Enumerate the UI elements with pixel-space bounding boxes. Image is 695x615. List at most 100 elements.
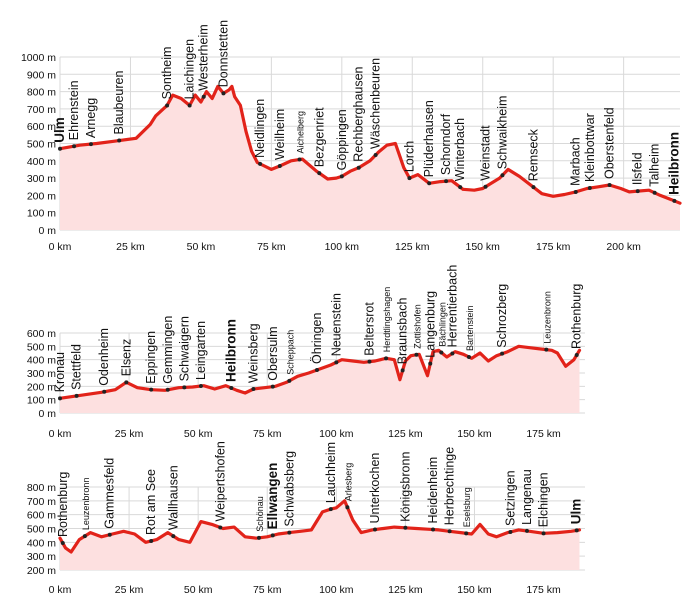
town-marker <box>107 532 112 537</box>
town-label: Kleinbottwar <box>583 113 597 182</box>
x-tick-label: 200 km <box>606 241 641 253</box>
town-label: Elchingen <box>537 472 551 527</box>
town-label: Herrentierbach <box>445 265 459 348</box>
elevation-area <box>60 500 580 570</box>
town-marker <box>458 185 463 190</box>
y-tick-label: 500 m <box>27 139 56 151</box>
y-tick-label: 100 m <box>27 208 56 220</box>
town-marker <box>652 190 657 195</box>
y-tick-label: 300 m <box>27 368 56 380</box>
town-marker <box>373 527 377 532</box>
town-label: Braunsbach <box>396 298 410 365</box>
town-marker <box>165 387 170 392</box>
y-tick-label: 400 m <box>27 156 56 168</box>
town-label: Laichingen <box>183 39 197 100</box>
town-marker <box>171 534 176 539</box>
y-tick-label: 400 m <box>27 537 56 549</box>
town-marker <box>428 361 433 366</box>
town-marker <box>165 103 170 108</box>
town-marker <box>431 527 436 532</box>
town-label: Weinsberg <box>246 323 260 383</box>
y-tick-label: 700 m <box>27 104 56 116</box>
x-tick-label: 25 km <box>116 241 145 253</box>
town-marker <box>635 189 640 194</box>
town-label: Königsbronn <box>398 452 412 522</box>
town-label: Bezgenriet <box>312 107 326 167</box>
town-marker <box>149 387 154 392</box>
y-tick-label: 200 m <box>27 565 56 577</box>
town-label: Lorch <box>403 141 417 172</box>
x-tick-label: 50 km <box>187 241 216 253</box>
town-label: Weinstadt <box>479 125 493 181</box>
town-marker <box>574 528 579 533</box>
town-label: Wallhausen <box>166 465 180 530</box>
y-tick-label: 100 m <box>27 395 56 407</box>
town-marker <box>367 359 372 364</box>
town-label: Schönau <box>255 496 265 532</box>
town-marker <box>287 378 292 383</box>
x-tick-label: 50 km <box>184 584 213 596</box>
x-tick-label: 175 km <box>526 428 561 440</box>
y-tick-label: 1000 m <box>21 52 56 64</box>
elevation-area <box>60 86 680 231</box>
town-marker <box>201 94 206 99</box>
town-marker <box>483 184 488 189</box>
town-label: Gemmingen <box>161 316 175 384</box>
town-marker <box>427 181 432 186</box>
elevation-area <box>60 346 580 413</box>
town-label: Plüderhausen <box>422 100 436 177</box>
y-tick-label: 600 m <box>27 510 56 522</box>
town-label: Heidenheim <box>426 457 440 524</box>
town-marker <box>218 525 223 530</box>
town-marker <box>82 534 87 539</box>
town-marker <box>407 176 412 181</box>
town-label: Neuenstein <box>329 293 343 356</box>
town-marker <box>500 351 505 356</box>
town-label: Talheim <box>648 144 662 187</box>
x-tick-label: 100 km <box>325 241 360 253</box>
town-label: Lauchheim <box>324 442 338 503</box>
y-tick-label: 600 m <box>27 121 56 133</box>
town-label: Obersulm <box>266 327 280 381</box>
town-label: Leuzenbronn <box>542 291 552 344</box>
y-tick-label: 200 m <box>27 190 56 202</box>
town-label: Ulm <box>569 499 584 525</box>
town-label: Langenburg <box>423 291 437 358</box>
town-label: Setzingen <box>503 470 517 526</box>
town-label: Ilsfeld <box>631 152 645 185</box>
town-marker <box>74 393 79 398</box>
town-marker <box>256 535 261 540</box>
town-label: Eppingen <box>144 331 158 384</box>
town-marker <box>60 541 65 546</box>
town-marker <box>89 142 93 147</box>
town-label: Eselsburg <box>462 487 472 527</box>
town-label: Göppingen <box>335 109 349 170</box>
town-label: Marbach <box>569 137 583 186</box>
town-label: Arlesberg <box>343 463 353 502</box>
town-label: Rothenburg <box>56 472 70 537</box>
y-tick-label: 800 m <box>27 87 56 99</box>
town-marker <box>314 368 319 372</box>
x-tick-label: 0 km <box>49 584 72 596</box>
town-marker <box>500 173 505 178</box>
town-label: Ehrenstein <box>67 80 81 140</box>
town-label: Herdtlingshagen <box>382 287 392 353</box>
town-marker <box>334 360 339 365</box>
y-tick-label: 500 m <box>27 341 56 353</box>
town-marker <box>258 161 263 166</box>
x-tick-label: 100 km <box>319 428 354 440</box>
town-marker <box>356 165 361 170</box>
town-label: Öhringen <box>310 313 324 364</box>
town-marker <box>58 396 62 401</box>
town-label: Herbrechtinge <box>443 447 457 526</box>
town-label: Elsenz <box>119 339 133 377</box>
town-marker <box>317 171 322 176</box>
town-marker <box>277 163 282 168</box>
town-marker <box>373 153 378 158</box>
town-label: Rothenburg <box>570 284 584 349</box>
town-label: Schrozberg <box>495 284 509 348</box>
town-marker <box>149 538 154 543</box>
town-label: Neidlingen <box>253 99 267 158</box>
